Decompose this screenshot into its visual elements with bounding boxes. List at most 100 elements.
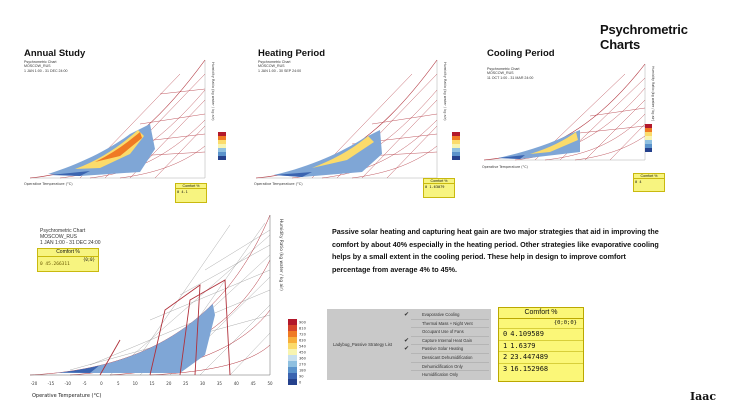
x-tick-label: 30 <box>200 381 206 386</box>
heating-comfort-header: Comfort % <box>424 179 454 184</box>
annual-x-label: Operative Temperature (°C) <box>24 182 73 186</box>
annual-psychrometric-chart: Operative Temperature (°C) Humidity Rati… <box>24 59 226 186</box>
annual-chart-label: Psychrometric Chart <box>24 60 57 64</box>
comfort-table-rows: 0 4.109589 1 1.6379 2 23.447489 3 16.152968 <box>499 328 583 374</box>
legend-value: 810 <box>299 327 307 331</box>
legend-value: 360 <box>299 357 307 361</box>
annual-location: MOSCOW_RUS <box>24 64 51 69</box>
checkmark-icon: ✔ <box>404 337 410 344</box>
cooling-psychrometric-chart: Operative Temperature (°C) Humidity Rati… <box>482 63 655 169</box>
legend-value: 0 <box>299 381 302 385</box>
annual-comfort-value: 0 4.1 <box>177 190 188 194</box>
large-data-cloud <box>40 290 215 373</box>
annual-period: 1 JAN 1:00 - 31 DEC 24:00 <box>24 68 68 73</box>
annual-data-cloud <box>48 124 155 176</box>
legend-value: 900 <box>299 321 307 325</box>
page-title: Psychrometric Charts <box>600 22 688 52</box>
comfort-row-index: 3 <box>503 364 508 373</box>
heating-comfort-box: Comfort % 0 1.63079 <box>423 178 455 198</box>
x-tick-label: -15 <box>48 381 55 386</box>
large-psychrometric-chart: -20 -15 -10 -5 0 5 10 15 20 25 30 35 40 45 50 90081072… <box>30 215 307 399</box>
large-period: 1 JAN 1:00 - 31 DEC 24:00 <box>40 240 101 246</box>
legend-swatch <box>288 373 297 379</box>
cooling-heading: Cooling Period <box>487 48 555 59</box>
cooling-meta: Psychrometric Chart MOSCOW_RUS 11 OCT 1:… <box>487 67 533 80</box>
heating-heading: Heating Period <box>258 48 326 59</box>
heating-comfort-value: 0 1.63079 <box>425 185 445 189</box>
strategy-item-label: Occupant Use of Fans <box>422 329 464 335</box>
strategy-divider <box>411 344 489 346</box>
large-comfort-box: Comfort % {0;0} 0 45.266311 <box>37 248 99 272</box>
heating-y-label: Humidity Ratio (kg water / kg air) <box>443 62 447 121</box>
heating-psychrometric-chart: Operative Temperature (°C) Humidity Rati… <box>254 59 460 186</box>
heating-chart-label: Psychrometric Chart <box>258 60 291 64</box>
legend-value: 540 <box>299 345 307 349</box>
cooling-x-label: Operative Temperature (°C) <box>482 165 528 169</box>
legend-swatch <box>288 379 297 385</box>
x-tick-label: 45 <box>251 381 257 386</box>
x-tick-label: 35 <box>217 381 223 386</box>
legend-value: 630 <box>299 339 307 343</box>
legend-swatch <box>288 361 297 367</box>
large-y-label: Humidity Ratio (kg water / kg air) <box>278 219 284 291</box>
strategy-item-label: Passive Solar Heating <box>422 346 464 352</box>
cooling-comfort-value: 0 4 <box>635 180 642 184</box>
heating-x-label: Operative Temperature (°C) <box>254 182 303 186</box>
comfort-row-index: 2 <box>503 353 508 361</box>
strategy-item-label: Dehumidification Only <box>422 363 463 369</box>
large-comfort-polygons <box>99 279 231 376</box>
strategy-item-label: Evaporative Cooling <box>422 312 460 317</box>
strategy-item-label: Capture Internal Heat Gain <box>422 337 473 343</box>
checkmark-icon: ✔ <box>404 312 410 318</box>
legend-swatch <box>288 367 297 373</box>
legend-value: 180 <box>299 369 307 373</box>
strategy-divider <box>411 361 489 363</box>
large-grid-grey <box>69 222 271 376</box>
strategy-item-label: Humidification Only <box>422 372 459 378</box>
large-x-label: Operative Temperature (°C) <box>32 393 101 399</box>
legend-value: 720 <box>299 333 307 337</box>
cooling-comfort-box: Comfort % 0 4 <box>633 173 665 192</box>
heating-meta: Psychrometric Chart MOSCOW_RUS 1 JAN 1:0… <box>258 60 301 73</box>
comfort-row-value: 23.447489 <box>510 353 549 361</box>
legend-swatch <box>288 349 297 355</box>
heating-location: MOSCOW_RUS <box>258 64 285 69</box>
annual-y-label: Humidity Ratio (kg water / kg air) <box>211 62 215 121</box>
comfort-row-value: 16.152968 <box>510 364 549 373</box>
large-meta: Psychrometric Chart MOSCOW_RUS 1 JAN 1:0… <box>40 228 101 246</box>
x-tick-label: 15 <box>149 381 155 386</box>
heating-period: 1 JAN 1:00 - 30 SEP 24:00 <box>258 68 302 73</box>
iaac-logo: Iaac <box>690 390 717 403</box>
x-tick-label: 40 <box>234 381 240 386</box>
legend-swatch <box>288 331 297 337</box>
x-tick-label: 0 <box>100 381 103 386</box>
strategy-divider <box>411 352 489 354</box>
x-tick-label: 20 <box>166 381 172 386</box>
cooling-y-label: Humidity Ratio (kg water / kg air) <box>651 66 655 121</box>
comfort-table-row: 0 4.109589 <box>499 328 583 340</box>
x-tick-label: 5 <box>117 381 120 386</box>
x-tick-label: 10 <box>133 381 139 386</box>
strategy-panel: Ladybug_Passive Strategy List ✔ Evaporati… <box>327 309 491 380</box>
annual-legend <box>218 132 226 160</box>
strategy-item-label: Dessicant Dehumidification <box>422 355 473 360</box>
x-tick-label: 25 <box>183 381 189 386</box>
strategy-item-label: Thermal Mass + Night Vent <box>422 320 473 326</box>
large-comfort-header: Comfort % <box>38 249 98 257</box>
legend-value: 450 <box>299 351 307 355</box>
comfort-table-row: 2 23.447489 <box>499 351 583 363</box>
strategy-divider <box>411 335 489 337</box>
x-tick-label: -20 <box>31 381 38 386</box>
large-location: MOSCOW_RUS <box>40 234 77 240</box>
checkmark-icon: ✔ <box>404 346 410 353</box>
cooling-location: MOSCOW_RUS <box>487 71 514 76</box>
large-chart-label: Psychrometric Chart <box>40 228 86 234</box>
comfort-table-index: {0;0;0} <box>553 320 577 326</box>
comfort-row-index: 1 <box>503 341 508 350</box>
comfort-table: Comfort % {0;0;0} 0 4.109589 1 1.6379 2 23.44… <box>498 307 584 382</box>
comfort-table-header: Comfort % <box>499 308 583 319</box>
legend-swatch <box>288 319 297 325</box>
strategy-divider <box>411 370 489 372</box>
legend-swatch <box>288 337 297 343</box>
